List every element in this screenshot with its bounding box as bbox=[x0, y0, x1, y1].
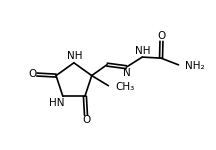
Text: O: O bbox=[157, 31, 165, 41]
Text: O: O bbox=[82, 116, 91, 125]
Text: O: O bbox=[28, 69, 36, 79]
Text: NH₂: NH₂ bbox=[185, 61, 205, 71]
Text: N: N bbox=[124, 68, 131, 78]
Text: NH: NH bbox=[135, 46, 150, 56]
Text: CH₃: CH₃ bbox=[116, 82, 135, 92]
Text: HN: HN bbox=[49, 98, 64, 108]
Text: NH: NH bbox=[67, 51, 82, 61]
